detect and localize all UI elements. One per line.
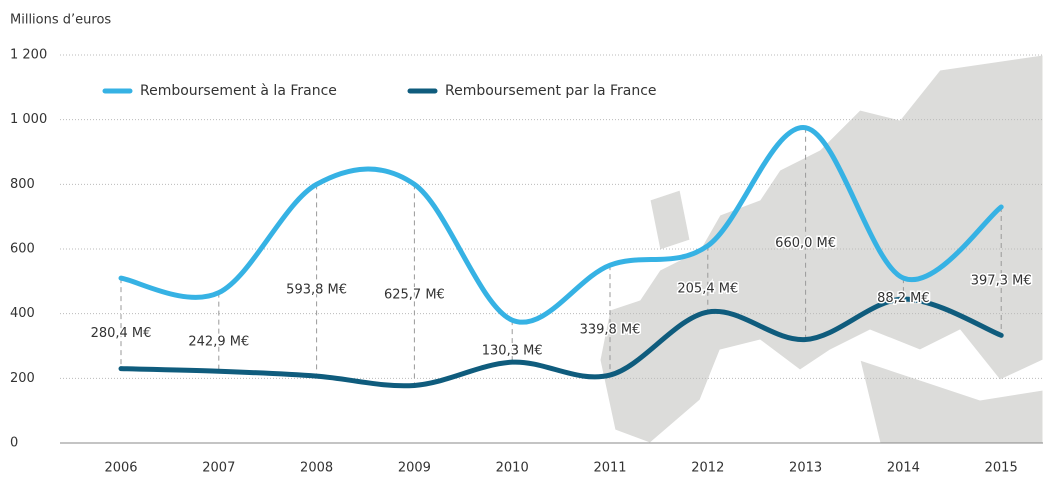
x-tick-label: 2014 bbox=[887, 461, 920, 476]
map-background bbox=[599, 54, 1043, 444]
y-tick-label: 400 bbox=[10, 306, 35, 321]
legend-label: Remboursement par la France bbox=[445, 83, 657, 99]
difference-label: 280,4 M€ bbox=[91, 326, 152, 341]
difference-label: 88,2 M€ bbox=[877, 291, 930, 306]
difference-label: 339,8 M€ bbox=[580, 323, 641, 338]
difference-label: 130,3 M€ bbox=[482, 344, 543, 359]
x-tick-label: 2012 bbox=[691, 461, 724, 476]
series-line bbox=[118, 125, 1004, 325]
y-tick-label: 1 000 bbox=[10, 112, 47, 127]
y-axis-title: Millions d’euros bbox=[10, 13, 111, 28]
x-tick-label: 2008 bbox=[300, 461, 333, 476]
x-tick-label: 2010 bbox=[496, 461, 529, 476]
legend-label: Remboursement à la France bbox=[140, 83, 337, 99]
y-tick-label: 600 bbox=[10, 242, 35, 257]
x-tick-label: 2011 bbox=[593, 461, 626, 476]
x-tick-label: 2007 bbox=[202, 461, 235, 476]
difference-label: 397,3 M€ bbox=[971, 274, 1032, 289]
y-tick-label: 200 bbox=[10, 371, 35, 386]
y-tick-label: 0 bbox=[10, 436, 18, 451]
x-tick-label: 2006 bbox=[104, 461, 137, 476]
y-tick-label: 800 bbox=[10, 177, 35, 192]
difference-label: 242,9 M€ bbox=[188, 334, 249, 349]
x-tick-label: 2013 bbox=[789, 461, 822, 476]
difference-label: 660,0 M€ bbox=[775, 236, 836, 251]
x-tick-label: 2009 bbox=[398, 461, 431, 476]
difference-label: 205,4 M€ bbox=[677, 281, 738, 296]
x-tick-label: 2015 bbox=[985, 461, 1018, 476]
series-line bbox=[118, 296, 1004, 389]
difference-label: 625,7 M€ bbox=[384, 287, 445, 302]
y-tick-label: 1 200 bbox=[10, 48, 47, 63]
difference-label: 593,8 M€ bbox=[286, 283, 347, 298]
